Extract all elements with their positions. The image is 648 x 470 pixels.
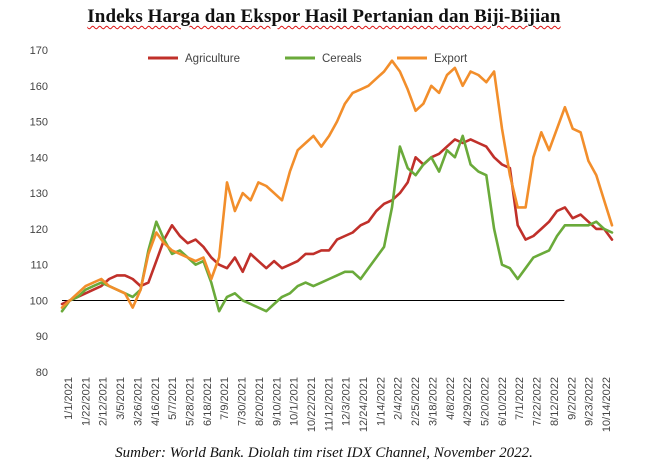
y-tick-label: 130 xyxy=(30,188,48,200)
x-tick-label: 12/24/2021 xyxy=(358,377,370,432)
chart-title-text: Indeks Harga dan Ekspor Hasil Pertanian … xyxy=(87,6,561,27)
series-line-export xyxy=(60,59,614,309)
series-line-agriculture xyxy=(60,138,614,306)
y-tick-label: 100 xyxy=(30,295,48,307)
y-tick-label: 160 xyxy=(30,81,48,93)
y-tick-label: 150 xyxy=(30,117,48,129)
x-tick-label: 9/23/2022 xyxy=(584,377,596,426)
x-tick-label: 8/20/2021 xyxy=(254,377,266,426)
x-tick-label: 4/8/2022 xyxy=(445,377,457,420)
x-tick-label: 9/2/2022 xyxy=(566,377,578,420)
x-tick-label: 7/22/2022 xyxy=(532,377,544,426)
x-tick-label: 10/1/2021 xyxy=(289,377,301,426)
x-tick-label: 7/30/2021 xyxy=(237,377,249,426)
x-tick-label: 3/18/2022 xyxy=(427,377,439,426)
series-group xyxy=(60,59,614,313)
x-tick-label: 2/4/2022 xyxy=(393,377,405,420)
x-tick-label: 5/28/2021 xyxy=(184,377,196,426)
legend-label-export: Export xyxy=(434,53,468,65)
source-note: Sumber: World Bank. Diolah tim riset IDX… xyxy=(115,445,533,461)
x-tick-label: 3/5/2021 xyxy=(115,377,127,420)
x-axis: 1/1/2021 1/22/2021 2/12/2021 3/5/2021 3/26/2… xyxy=(63,377,613,432)
x-tick-label: 6/18/2021 xyxy=(202,377,214,426)
legend-label-cereals: Cereals xyxy=(322,53,362,65)
y-axis: 80 90 100 110 120 130 140 150 160 170 xyxy=(30,45,48,379)
legend-label-agriculture: Agriculture xyxy=(185,53,240,65)
x-tick-label: 3/26/2021 xyxy=(132,377,144,426)
y-tick-label: 140 xyxy=(30,152,48,164)
x-tick-label: 4/16/2021 xyxy=(150,377,162,426)
x-tick-label: 4/29/2022 xyxy=(462,377,474,426)
y-tick-label: 80 xyxy=(36,367,48,379)
y-tick-label: 170 xyxy=(30,45,48,57)
y-tick-label: 110 xyxy=(30,260,48,272)
x-tick-label: 1/14/2022 xyxy=(375,377,387,426)
series-line-cereals xyxy=(60,134,614,313)
x-tick-label: 6/10/2022 xyxy=(497,377,509,426)
x-tick-label: 8/12/2022 xyxy=(549,377,561,426)
x-tick-label: 7/1/2022 xyxy=(514,377,526,420)
x-tick-label: 7/9/2021 xyxy=(219,377,231,420)
x-tick-label: 5/7/2021 xyxy=(167,377,179,420)
x-tick-label: 10/14/2022 xyxy=(601,377,613,432)
x-tick-label: 1/22/2021 xyxy=(80,377,92,426)
x-tick-label: 5/20/2022 xyxy=(480,377,492,426)
x-tick-label: 2/12/2021 xyxy=(98,377,110,426)
y-tick-label: 120 xyxy=(30,224,48,236)
legend: Agriculture Cereals Export xyxy=(148,53,468,65)
x-tick-label: 9/10/2021 xyxy=(271,377,283,426)
y-tick-label: 90 xyxy=(36,331,48,343)
x-tick-label: 10/22/2021 xyxy=(306,377,318,432)
x-tick-label: 1/1/2021 xyxy=(63,377,75,420)
x-tick-label: 11/12/2021 xyxy=(323,377,335,431)
x-tick-label: 2/25/2022 xyxy=(410,377,422,426)
chart-title: Indeks Harga dan Ekspor Hasil Pertanian … xyxy=(0,6,648,28)
x-tick-label: 12/3/2021 xyxy=(341,377,353,426)
